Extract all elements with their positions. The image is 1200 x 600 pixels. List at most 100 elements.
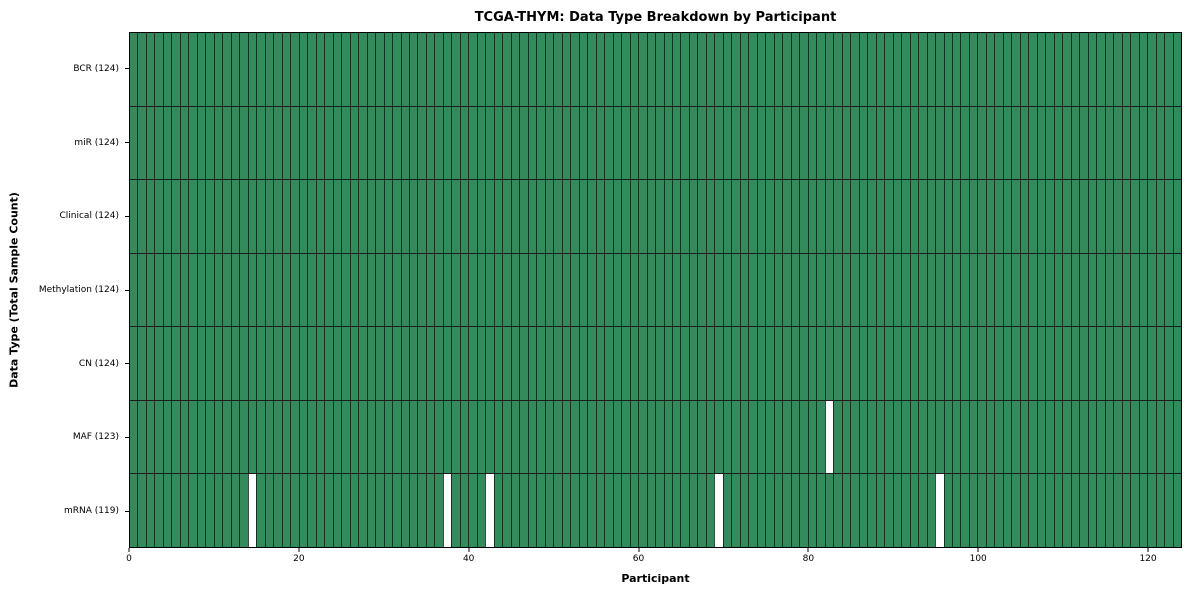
heatmap-cell-present <box>392 253 401 327</box>
heatmap-cell-present <box>510 327 520 400</box>
heatmap-cell-present <box>705 33 715 106</box>
heatmap-cell-present <box>383 400 393 474</box>
heatmap-cell-present <box>884 106 893 180</box>
heatmap-cell-present <box>179 33 189 106</box>
heatmap-cell-present <box>722 327 732 400</box>
heatmap-cell-present <box>748 400 757 474</box>
heatmap-cell-present <box>205 474 214 548</box>
heatmap-cell-present <box>1087 327 1097 400</box>
heatmap-cell-present <box>468 33 477 106</box>
heatmap-cell-present <box>162 253 172 327</box>
heatmap-cell-present <box>1011 106 1020 180</box>
heatmap-cell-present <box>1045 253 1054 327</box>
heatmap-cell-present <box>587 327 596 400</box>
heatmap-cell-present <box>264 253 274 327</box>
heatmap-cell-present <box>739 400 749 474</box>
heatmap-cell-present <box>205 327 214 400</box>
heatmap-cell-present <box>1104 253 1114 327</box>
heatmap-cell-present <box>884 180 893 253</box>
heatmap-cell-present <box>400 180 409 253</box>
heatmap-cell-present <box>315 33 325 106</box>
heatmap-cell-present <box>434 180 443 253</box>
heatmap-cell-present <box>1011 33 1020 106</box>
heatmap-cell-present <box>765 400 774 474</box>
heatmap-cell-present <box>358 400 367 474</box>
heatmap-cell-present <box>1147 33 1156 106</box>
heatmap-cell-present <box>638 33 647 106</box>
heatmap-cell-absent <box>935 474 944 548</box>
heatmap-cell-present <box>264 327 274 400</box>
heatmap-cell-present <box>968 327 978 400</box>
heatmap-cell-present <box>935 180 944 253</box>
heatmap-cell-present <box>918 33 927 106</box>
heatmap-cell-present <box>510 400 520 474</box>
heatmap-cell-present <box>935 400 944 474</box>
heatmap-cell-present <box>1028 33 1037 106</box>
heatmap-cell-present <box>688 106 698 180</box>
heatmap-cell-present <box>1164 33 1173 106</box>
heatmap-cell-present <box>222 327 231 400</box>
heatmap-cell-present <box>383 474 393 548</box>
heatmap-cell-present <box>536 253 545 327</box>
heatmap-cell-present <box>459 400 469 474</box>
heatmap-cell-present <box>918 400 927 474</box>
heatmap-cell-present <box>1070 400 1080 474</box>
heatmap-cell-present <box>892 327 902 400</box>
heatmap-cell-present <box>1002 400 1012 474</box>
heatmap-cell-present <box>604 474 613 548</box>
heatmap-cell-present <box>739 253 749 327</box>
heatmap-cell-present <box>298 327 308 400</box>
heatmap-cell-present <box>502 106 511 180</box>
heatmap-cell-present <box>510 106 520 180</box>
heatmap-cell-present <box>765 106 774 180</box>
heatmap-cell-present <box>1045 106 1054 180</box>
heatmap-cell-present <box>154 474 163 548</box>
heatmap-cell-present <box>672 106 681 180</box>
heatmap-cell-present <box>1113 474 1122 548</box>
heatmap-cell-present <box>960 474 969 548</box>
heatmap-cell-present <box>833 253 842 327</box>
heatmap-cell-present <box>179 400 189 474</box>
heatmap-cell-present <box>273 327 282 400</box>
heatmap-cell-present <box>1164 180 1173 253</box>
heatmap-cell-present <box>281 180 291 253</box>
heatmap-cell-present <box>171 106 180 180</box>
heatmap-cell-present <box>1019 474 1029 548</box>
heatmap-cell-present <box>188 253 197 327</box>
heatmap-cell-present <box>527 33 537 106</box>
heatmap-cell-present <box>722 180 732 253</box>
heatmap-cell-present <box>714 253 723 327</box>
heatmap-cell-present <box>434 474 443 548</box>
heatmap-cell-present <box>697 180 706 253</box>
heatmap-cell-present <box>451 474 460 548</box>
heatmap-cell-present <box>697 400 706 474</box>
heatmap-cell-present <box>841 327 851 400</box>
heatmap-cell-present <box>765 474 774 548</box>
heatmap-cell-present <box>714 180 723 253</box>
heatmap-cell-present <box>578 474 588 548</box>
heatmap-cell-present <box>154 106 163 180</box>
heatmap-cell-present <box>697 474 706 548</box>
heatmap-cell-present <box>875 253 885 327</box>
heatmap-cell-present <box>977 106 986 180</box>
heatmap-cell-present <box>985 106 995 180</box>
heatmap-cell-present <box>951 106 961 180</box>
heatmap-cell-present <box>434 106 443 180</box>
heatmap-cell-present <box>604 253 613 327</box>
heatmap-cell-present <box>553 474 562 548</box>
heatmap-cell-present <box>977 180 986 253</box>
heatmap-cell-present <box>807 327 817 400</box>
heatmap-cell-present <box>1130 327 1139 400</box>
heatmap-cell-present <box>213 474 223 548</box>
heatmap-cell-present <box>621 400 630 474</box>
heatmap-cell-present <box>1070 253 1080 327</box>
heatmap-cell-present <box>130 400 138 474</box>
heatmap-cell-present <box>1113 253 1122 327</box>
heatmap-cell-present <box>807 106 817 180</box>
heatmap-cell-present <box>442 33 452 106</box>
heatmap-cell-present <box>595 327 605 400</box>
heatmap-cell-present <box>1045 474 1054 548</box>
heatmap-cell-present <box>646 33 656 106</box>
heatmap-cell-present <box>884 33 893 106</box>
heatmap-cell-present <box>629 474 639 548</box>
